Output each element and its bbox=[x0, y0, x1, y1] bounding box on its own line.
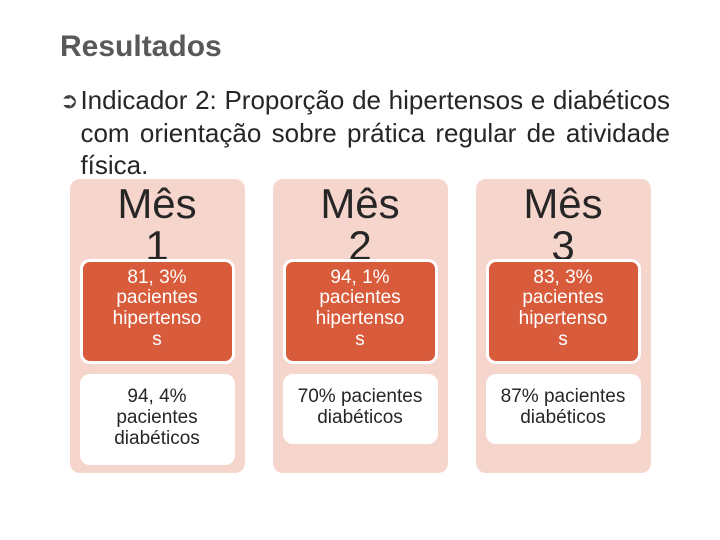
hipertensos-pct: 83, 3% bbox=[533, 267, 592, 288]
hipertensos-label: pacienteshipertensos bbox=[519, 287, 608, 350]
bullet-row: ➲ Indicador 2: Proporção de hipertensos … bbox=[60, 84, 670, 182]
hipertensos-box: 81, 3% pacienteshipertensos bbox=[80, 259, 235, 365]
diabeticos-pct: 87% bbox=[501, 386, 539, 407]
hipertensos-label: pacienteshipertensos bbox=[113, 287, 202, 350]
month-header: Mês2 bbox=[320, 183, 399, 267]
bullet-icon: ➲ bbox=[60, 88, 78, 114]
diabeticos-label: pacientesdiabéticos bbox=[114, 407, 200, 449]
hipertensos-pct: 81, 3% bbox=[127, 267, 186, 288]
month-column-1: Mês1 81, 3% pacienteshipertensos 94, 4% … bbox=[70, 179, 245, 473]
diabeticos-box: 87% pacientesdiabéticos bbox=[486, 374, 641, 444]
month-column-3: Mês3 83, 3% pacienteshipertensos 87% pac… bbox=[476, 179, 651, 473]
hipertensos-label: pacienteshipertensos bbox=[316, 287, 405, 350]
bullet-text: Indicador 2: Proporção de hipertensos e … bbox=[80, 84, 670, 182]
hipertensos-box: 83, 3% pacienteshipertensos bbox=[486, 259, 641, 365]
month-column-2: Mês2 94, 1% pacienteshipertensos 70% pac… bbox=[273, 179, 448, 473]
hipertensos-box: 94, 1% pacienteshipertensos bbox=[283, 259, 438, 365]
month-header: Mês1 bbox=[117, 183, 196, 267]
diabeticos-box: 70% pacientesdiabéticos bbox=[283, 374, 438, 444]
month-header: Mês3 bbox=[523, 183, 602, 267]
diabeticos-pct: 70% bbox=[298, 386, 336, 407]
columns-container: Mês1 81, 3% pacienteshipertensos 94, 4% … bbox=[50, 179, 670, 473]
page-title: Resultados bbox=[60, 30, 670, 64]
diabeticos-pct: 94, 4% bbox=[127, 386, 186, 407]
diabeticos-box: 94, 4% pacientesdiabéticos bbox=[80, 374, 235, 465]
hipertensos-pct: 94, 1% bbox=[330, 267, 389, 288]
